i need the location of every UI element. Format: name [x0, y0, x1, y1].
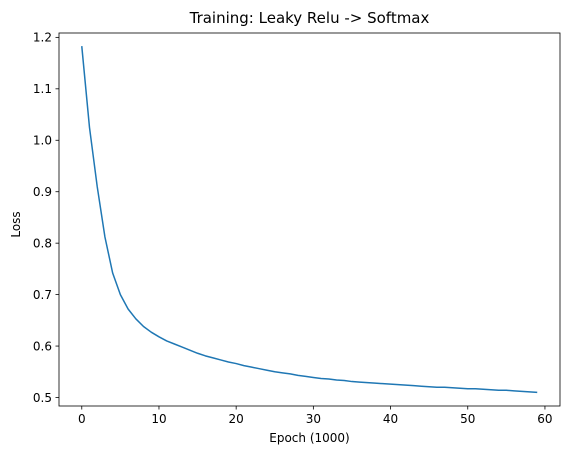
y-tick-label: 0.5: [33, 391, 52, 405]
x-tick-label: 10: [151, 412, 166, 426]
x-tick-label: 60: [537, 412, 552, 426]
axes-frame: [58, 32, 561, 407]
x-tick-label: 20: [229, 412, 244, 426]
x-tick-label: 50: [460, 412, 475, 426]
y-axis-label: Loss: [9, 211, 23, 237]
y-tick-label: 0.7: [33, 288, 52, 302]
x-tick-label: 40: [383, 412, 398, 426]
y-tick-label: 0.9: [33, 185, 52, 199]
x-axis-label: Epoch (1000): [269, 431, 349, 445]
series-line-0: [81, 46, 538, 394]
y-tick-label: 0.6: [33, 339, 52, 353]
y-tick-label: 1.1: [33, 82, 52, 96]
plot-area: [81, 46, 538, 394]
x-tick-label: 30: [306, 412, 321, 426]
x-axis: 0 10 20 30 40 50 60: [78, 406, 553, 426]
y-tick-label: 1.0: [33, 134, 52, 148]
x-tick-label: 0: [78, 412, 86, 426]
y-tick-label: 1.2: [33, 31, 52, 45]
y-axis: 0.5 0.6 0.7 0.8 0.9 1.0 1.1 1.2: [33, 31, 59, 405]
chart-title: Training: Leaky Relu -> Softmax: [189, 9, 430, 27]
y-tick-label: 0.8: [33, 236, 52, 250]
